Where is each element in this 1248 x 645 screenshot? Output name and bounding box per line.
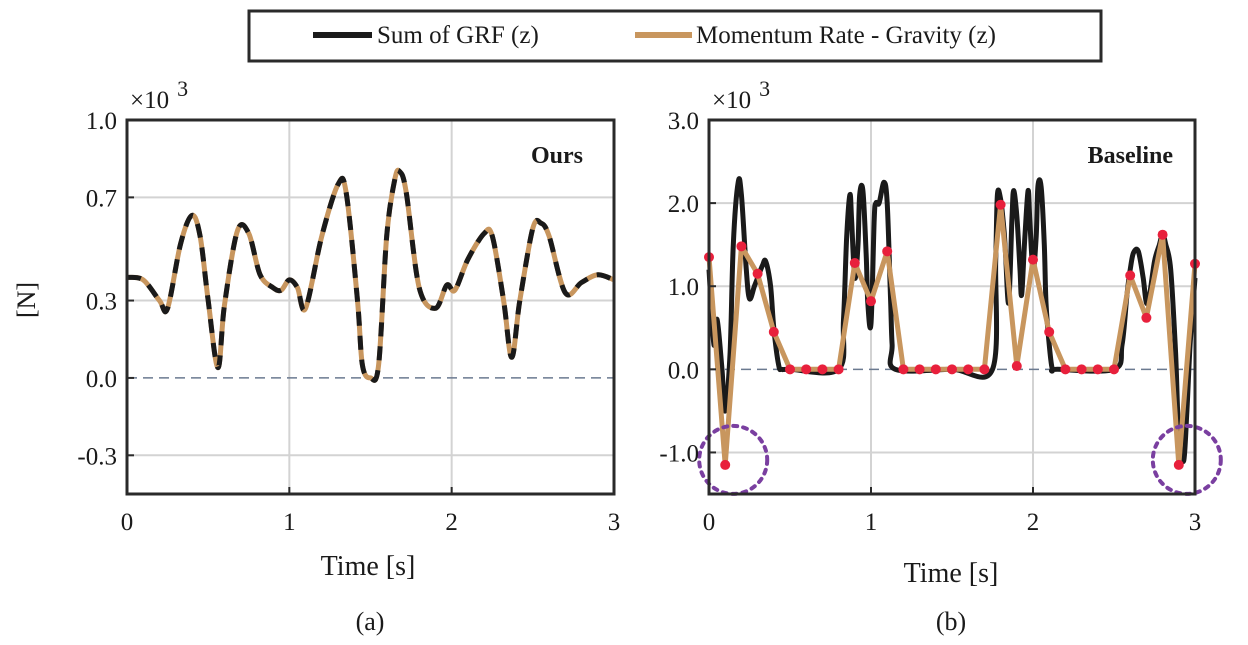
knot-point (947, 364, 957, 375)
series-grf-line (706, 176, 1198, 465)
panel-b-series (704, 176, 1200, 470)
panel-b-ytick-label: 1.0 (668, 274, 699, 301)
panel-b-axes-box (707, 118, 1197, 496)
knot-point (1141, 312, 1152, 323)
knot-point (1173, 459, 1184, 470)
knot-point (1125, 270, 1136, 281)
panel-a-ytick-label: 0.0 (86, 366, 117, 393)
panel-b-yticks: -1.0 0.0 1.0 2.0 3.0 (659, 108, 716, 467)
panel-a-exponent: ×10 3 (130, 76, 188, 114)
knot-point (752, 268, 763, 279)
knot-point (785, 364, 795, 375)
knot-point (736, 241, 747, 252)
panel-b-ytick-label: 3.0 (668, 108, 699, 135)
series-grf-line (126, 167, 615, 383)
knot-point (1011, 361, 1022, 372)
panel-b-grid (709, 119, 1195, 494)
knot-point (995, 199, 1006, 210)
panel-a: -0.3 0.0 0.3 0.7 1.0 0 1 2 3 ×10 3 Ours [N] Time… (12, 76, 620, 636)
legend-label-momentum: Momentum Rate - Gravity (z) (696, 22, 996, 49)
knot-point (1076, 364, 1087, 375)
panel-b-xtick-label: 1 (865, 509, 878, 536)
panel-b-exponent: ×10 3 (712, 76, 770, 114)
panel-a-xtick-label: 3 (608, 509, 621, 536)
knot-point (1157, 229, 1168, 240)
knot-point (1092, 364, 1103, 375)
panel-b-xtick-label: 3 (1189, 509, 1202, 536)
panel-b-xticks: 0 1 2 3 (703, 487, 1202, 536)
knot-point (882, 246, 893, 257)
panel-b-ytick-label: -1.0 (659, 440, 699, 467)
panel-b-title: Baseline (1088, 143, 1174, 169)
knot-point (1044, 326, 1055, 337)
panel-a-ytick-label: 0.3 (86, 289, 117, 316)
knot-point (833, 364, 844, 375)
panel-b-xlabel: Time [s] (904, 558, 999, 589)
panel-a-xlabel: Time [s] (321, 551, 416, 582)
knot-point (898, 364, 909, 375)
knot-point (817, 364, 828, 375)
panel-b-label: (b) (936, 607, 966, 636)
legend-label-grf: Sum of GRF (z) (377, 22, 539, 49)
knot-point (1060, 364, 1071, 375)
series-momentum-line (126, 167, 615, 383)
panel-a-ytick-label: 0.7 (86, 185, 117, 212)
knot-point (979, 364, 990, 375)
knot-point (914, 364, 925, 375)
knot-point (801, 364, 812, 375)
panel-a-ytick-label: 1.0 (86, 108, 117, 135)
knot-point (1028, 254, 1038, 265)
panel-b-ytick-label: 2.0 (668, 191, 699, 218)
knot-point (866, 296, 876, 307)
panel-a-xticks: 0 1 2 3 (121, 487, 621, 536)
panel-a-axes-box (125, 118, 616, 496)
panel-a-series (126, 167, 615, 383)
knot-point (849, 257, 860, 268)
series-momentum-line (706, 202, 1198, 468)
knot-point (963, 364, 974, 375)
panel-a-xtick-label: 1 (283, 509, 296, 536)
panel-b: -1.0 0.0 1.0 2.0 3.0 0 1 2 3 ×10 3 Baseline Time… (659, 76, 1223, 636)
panel-a-ytick-label: -0.3 (77, 443, 117, 470)
panel-a-title: Ours (531, 143, 583, 169)
panel-a-xtick-label: 0 (121, 509, 134, 536)
panel-b-xtick-label: 2 (1027, 509, 1040, 536)
panel-a-ylabel: [N] (12, 282, 41, 318)
knot-point (1109, 364, 1119, 375)
panel-a-grid (127, 119, 614, 494)
legend: Sum of GRF (z) Momentum Rate - Gravity (… (247, 9, 1103, 63)
panel-b-ytick-label: 0.0 (668, 357, 699, 384)
knot-point (720, 459, 731, 470)
panel-a-label: (a) (356, 607, 385, 636)
panel-a-xtick-label: 2 (445, 509, 458, 536)
knot-point (930, 364, 941, 375)
knot-point (768, 326, 779, 337)
panel-a-yticks: -0.3 0.0 0.3 0.7 1.0 (77, 108, 134, 470)
panel-b-xtick-label: 0 (703, 509, 716, 536)
panel-b-annotations (697, 423, 1223, 496)
